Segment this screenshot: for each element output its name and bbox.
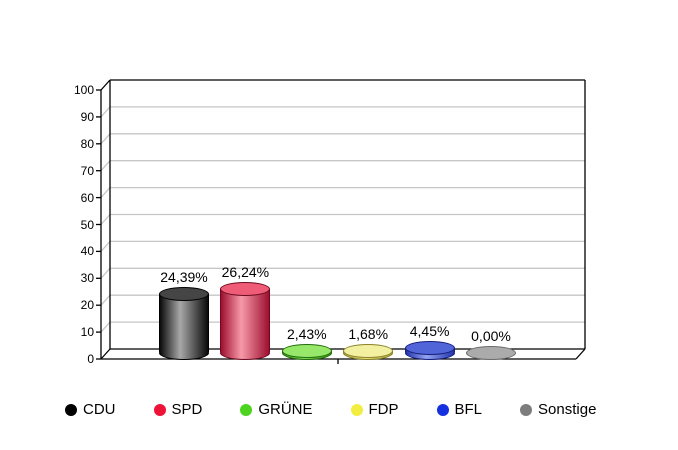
legend-dot-icon-sonstige bbox=[520, 403, 533, 416]
legend-item-grne: GRÜNE bbox=[240, 401, 313, 418]
y-axis-label: 80 bbox=[80, 136, 94, 151]
value-label-cdu: 24,39% bbox=[160, 268, 208, 285]
bar-top-cdu bbox=[159, 286, 209, 301]
grid-depth-stub bbox=[100, 321, 111, 333]
y-axis-label: 90 bbox=[80, 109, 94, 124]
legend-label-sonstige: Sonstige bbox=[538, 401, 597, 418]
y-axis-label: 0 bbox=[87, 352, 94, 366]
grid-depth-stub bbox=[100, 106, 111, 118]
grid-depth-stub bbox=[100, 267, 111, 279]
bar-top-bfl bbox=[404, 340, 455, 355]
legend-item-bfl: BFL bbox=[436, 401, 483, 418]
legend-dot-icon-fdp bbox=[350, 403, 363, 416]
legend-label-cdu: CDU bbox=[83, 401, 116, 418]
value-label-bfl: 4,45% bbox=[409, 322, 450, 339]
legend: CDU SPD GRÜNE FDP BFL Sonstige bbox=[65, 402, 596, 417]
legend-label-grne: GRÜNE bbox=[258, 401, 313, 418]
y-axis-label: 70 bbox=[80, 163, 94, 178]
legend-label-spd: SPD bbox=[171, 401, 203, 418]
grid-depth-stub bbox=[100, 133, 111, 145]
y-axis-label: 60 bbox=[80, 190, 94, 205]
legend-dot-icon-spd bbox=[153, 403, 166, 416]
bevel-bottom-left bbox=[100, 348, 111, 360]
y-axis-label: 50 bbox=[80, 217, 94, 232]
bar-bottom-sonstige bbox=[466, 345, 516, 360]
y-axis-label: 40 bbox=[80, 244, 94, 259]
legend-item-cdu: CDU bbox=[65, 402, 116, 417]
bar-top-spd bbox=[220, 281, 271, 296]
value-label-grne: 2,43% bbox=[286, 325, 327, 342]
grid-depth-stub bbox=[100, 187, 111, 199]
grid-depth-stub bbox=[100, 240, 111, 252]
bar-top-grne bbox=[281, 343, 332, 358]
bar-side-spd bbox=[220, 288, 271, 353]
legend-item-spd: SPD bbox=[153, 401, 203, 418]
legend-dot-icon-bfl bbox=[436, 403, 449, 416]
legend-dot-icon-grne bbox=[240, 403, 253, 416]
legend-label-fdp: FDP bbox=[368, 401, 399, 418]
value-label-sonstige: 0,00% bbox=[471, 327, 511, 344]
y-axis-label: 30 bbox=[80, 271, 94, 286]
grid-depth-stub bbox=[100, 294, 111, 306]
grid-depth-stub bbox=[100, 160, 111, 172]
legend-label-bfl: BFL bbox=[454, 401, 483, 418]
bar-top-fdp bbox=[343, 343, 394, 358]
value-label-spd: 26,24% bbox=[221, 263, 270, 280]
y-axis-label: 10 bbox=[80, 325, 94, 340]
bevel-top-left bbox=[100, 79, 111, 91]
y-axis-label: 100 bbox=[73, 83, 94, 97]
legend-dot-icon-cdu bbox=[65, 403, 77, 416]
grid-depth-stub bbox=[100, 214, 111, 225]
legend-item-fdp: FDP bbox=[350, 401, 399, 418]
value-label-fdp: 1,68% bbox=[348, 325, 389, 342]
legend-item-sonstige: Sonstige bbox=[520, 402, 596, 417]
y-axis-label: 20 bbox=[80, 298, 94, 313]
bar-side-cdu bbox=[159, 293, 209, 353]
bevel-bottom-right bbox=[575, 348, 586, 360]
